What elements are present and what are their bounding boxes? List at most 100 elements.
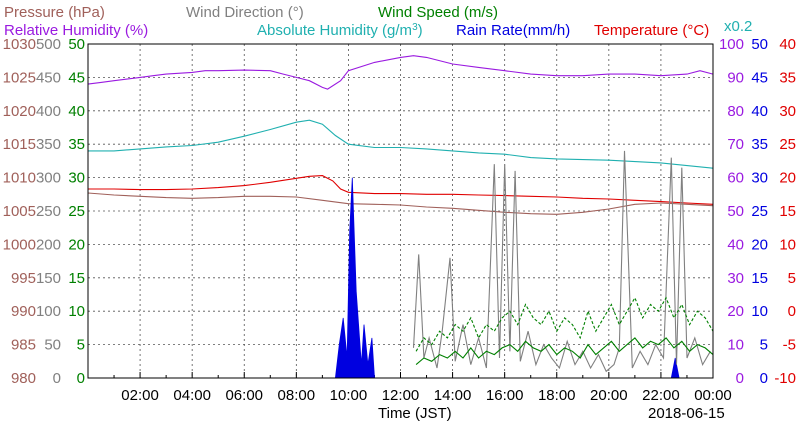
series-pressure-hpa (87, 192, 714, 215)
y-tick-label-wind-speed: 20 (68, 236, 85, 253)
y-tick-label-pressure: 985 (11, 337, 36, 354)
y-tick-label-wind-speed: 0 (77, 370, 85, 387)
y-tick-label-rain-rate: 10 (751, 303, 768, 320)
y-tick-label-relative-humidity: 80 (727, 103, 744, 120)
date-label: 2018-06-15 (648, 405, 725, 422)
y-tick-label-wind-speed: 45 (68, 69, 85, 86)
legend-absolute-humidity: Absolute Humidity (g/m3) (257, 22, 423, 39)
legend-pressure: Pressure (hPa) (4, 4, 105, 21)
x-tick-label: 10:00 (330, 387, 368, 404)
y-tick-label-temperature: 10 (779, 236, 796, 253)
y-tick-label-wind-direction: 50 (44, 337, 61, 354)
y-tick-label-wind-direction: 100 (36, 303, 61, 320)
y-tick-label-wind-speed: 10 (68, 303, 85, 320)
y-tick-label-relative-humidity: 0 (736, 370, 744, 387)
legend-temperature: Temperature (°C) (594, 22, 709, 39)
y-tick-label-rain-rate: 25 (751, 203, 768, 220)
plot-frame (87, 43, 714, 379)
y-tick-label-rain-rate: 5 (760, 337, 768, 354)
x-axis-title: Time (JST) (378, 405, 452, 422)
y-tick-label-pressure: 1020 (3, 103, 36, 120)
series-rain-rate-mm-h (334, 177, 680, 379)
y-tick-label-relative-humidity: 100 (719, 36, 744, 53)
y-tick-label-relative-humidity: 20 (727, 303, 744, 320)
series-wind-speed-avg-m-s (415, 337, 714, 366)
y-tick-label-relative-humidity: 10 (727, 337, 744, 354)
y-tick-label-wind-direction: 0 (53, 370, 61, 387)
x-tick-label: 14:00 (434, 387, 472, 404)
y-tick-label-rain-rate: 0 (760, 370, 768, 387)
y-tick-label-wind-speed: 50 (68, 36, 85, 53)
y-tick-label-relative-humidity: 40 (727, 236, 744, 253)
y-tick-label-wind-speed: 5 (77, 337, 85, 354)
y-tick-label-temperature: 25 (779, 136, 796, 153)
legend-absolute-humidity-sup: 3 (412, 22, 418, 33)
y-tick-label-wind-speed: 35 (68, 136, 85, 153)
y-tick-label-rain-rate: 40 (751, 103, 768, 120)
y-tick-label-wind-direction: 300 (36, 170, 61, 187)
y-tick-label-pressure: 1005 (3, 203, 36, 220)
x-tick-label: 08:00 (278, 387, 316, 404)
y-tick-label-temperature: 5 (788, 270, 796, 287)
x-tick-label: 04:00 (173, 387, 211, 404)
legend-relative-humidity: Relative Humidity (%) (4, 22, 148, 39)
y-tick-label-pressure: 995 (11, 270, 36, 287)
y-tick-label-relative-humidity: 30 (727, 270, 744, 287)
y-tick-label-pressure: 1010 (3, 170, 36, 187)
y-tick-label-temperature: 40 (779, 36, 796, 53)
legend-rain-rate: Rain Rate(mm/h) (456, 22, 570, 39)
x-tick-label: 18:00 (538, 387, 576, 404)
x-tick-label: 02:00 (121, 387, 159, 404)
y-tick-label-wind-direction: 250 (36, 203, 61, 220)
grid-lines (88, 44, 713, 378)
series-relative-humidity (87, 55, 714, 90)
scale-note: x0.2 (724, 18, 752, 35)
x-tick-label: 06:00 (225, 387, 263, 404)
y-tick-label-relative-humidity: 50 (727, 203, 744, 220)
series-wind-direction (412, 150, 711, 373)
y-tick-label-relative-humidity: 90 (727, 69, 744, 86)
y-tick-label-relative-humidity: 60 (727, 170, 744, 187)
series-temperature-c (88, 175, 714, 205)
y-tick-label-relative-humidity: 70 (727, 136, 744, 153)
y-tick-label-temperature: 35 (779, 69, 796, 86)
y-tick-label-wind-speed: 15 (68, 270, 85, 287)
y-tick-label-wind-speed: 40 (68, 103, 85, 120)
y-tick-label-rain-rate: 50 (751, 36, 768, 53)
legend-wind-speed: Wind Speed (m/s) (378, 4, 498, 21)
y-tick-label-wind-direction: 350 (36, 136, 61, 153)
y-tick-label-pressure: 1015 (3, 136, 36, 153)
x-tick-label: 16:00 (486, 387, 524, 404)
series-absolute-humidity-g-m3 (88, 119, 714, 169)
y-tick-label-pressure: 1000 (3, 236, 36, 253)
y-tick-label-rain-rate: 45 (751, 69, 768, 86)
y-tick-label-rain-rate: 35 (751, 136, 768, 153)
series-wind-speed-max-m-s (415, 296, 714, 352)
y-tick-label-wind-direction: 500 (36, 36, 61, 53)
y-tick-label-temperature: 30 (779, 103, 796, 120)
x-tick-label: 20:00 (590, 387, 628, 404)
y-tick-label-pressure: 1025 (3, 69, 36, 86)
y-tick-label-wind-speed: 25 (68, 203, 85, 220)
legend-wind-direction: Wind Direction (°) (186, 4, 304, 21)
y-tick-label-wind-direction: 400 (36, 103, 61, 120)
y-tick-label-wind-speed: 30 (68, 170, 85, 187)
y-tick-label-rain-rate: 20 (751, 236, 768, 253)
y-tick-label-rain-rate: 30 (751, 170, 768, 187)
x-tick-label: 12:00 (382, 387, 420, 404)
x-tick-label: 00:00 (694, 387, 732, 404)
y-tick-label-pressure: 990 (11, 303, 36, 320)
x-tick-label: 22:00 (642, 387, 680, 404)
y-tick-label-temperature: -10 (774, 370, 796, 387)
y-tick-label-wind-direction: 450 (36, 69, 61, 86)
y-tick-label-temperature: -5 (783, 337, 796, 354)
axis-tick-labels: 02:00 04:00 06:00 08:00 10:00 12:00 14:00 16:00… (3, 36, 796, 404)
y-tick-label-wind-direction: 150 (36, 270, 61, 287)
y-tick-label-rain-rate: 15 (751, 270, 768, 287)
y-tick-label-temperature: 15 (779, 203, 796, 220)
y-tick-label-temperature: 0 (788, 303, 796, 320)
y-tick-label-wind-direction: 200 (36, 236, 61, 253)
y-tick-label-temperature: 20 (779, 170, 796, 187)
y-tick-label-pressure: 980 (11, 370, 36, 387)
